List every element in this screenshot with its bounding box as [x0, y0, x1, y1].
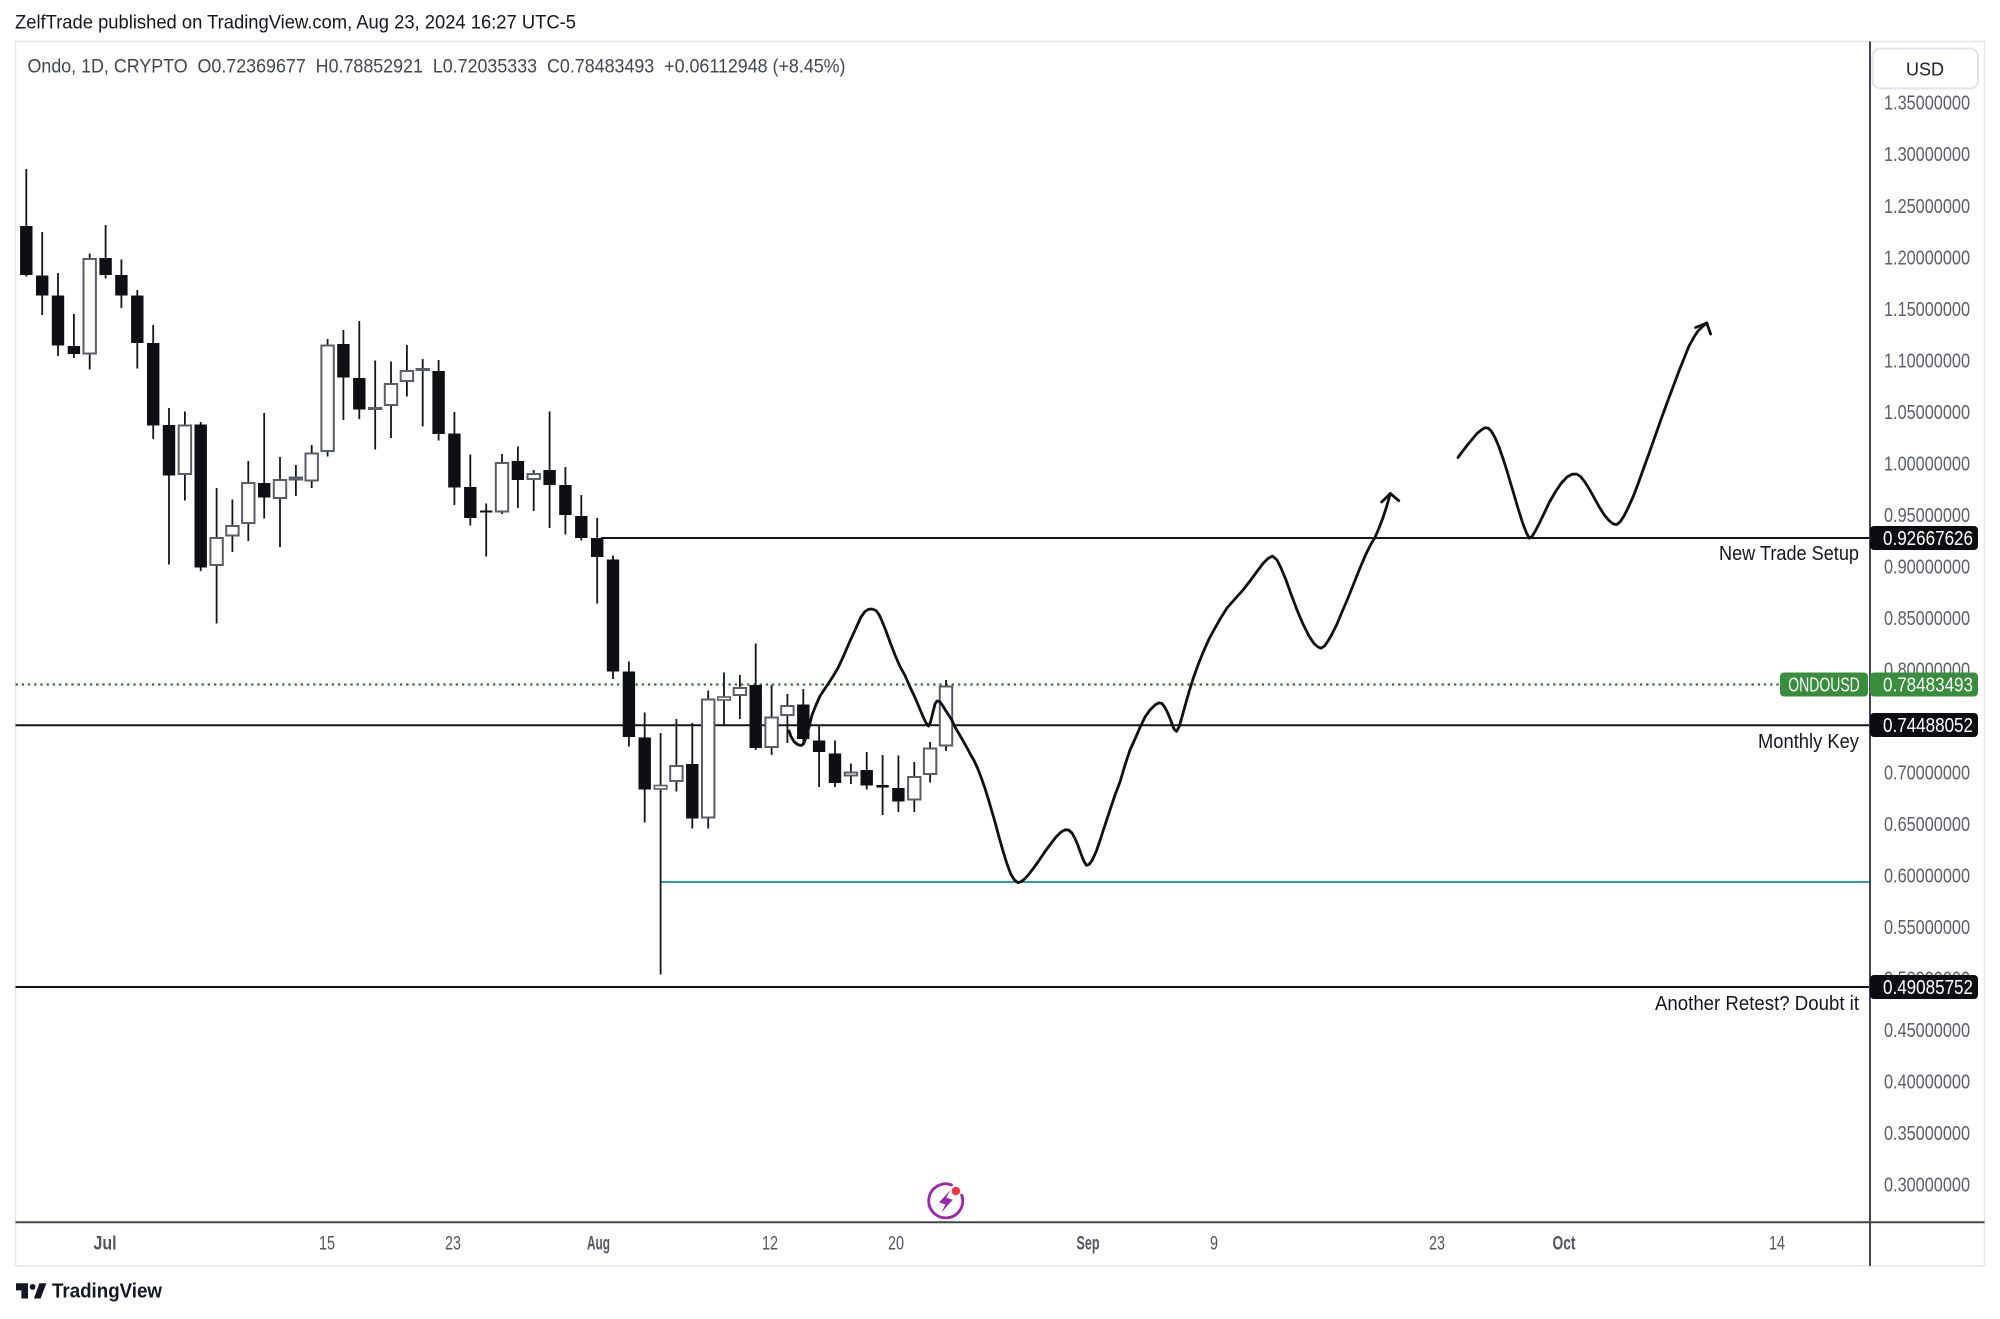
svg-text:0.74488052: 0.74488052: [1883, 715, 1973, 737]
svg-text:1.20000000: 1.20000000: [1884, 246, 1970, 269]
svg-text:1.35000000: 1.35000000: [1884, 92, 1970, 115]
svg-text:New Trade Setup: New Trade Setup: [1719, 543, 1859, 565]
svg-text:20: 20: [888, 1233, 904, 1255]
svg-text:0.85000000: 0.85000000: [1884, 607, 1970, 630]
svg-text:Jul: Jul: [94, 1233, 117, 1255]
svg-text:1.10000000: 1.10000000: [1884, 349, 1970, 372]
svg-text:Aug: Aug: [587, 1233, 610, 1255]
svg-text:0.92667626: 0.92667626: [1883, 528, 1973, 550]
svg-text:9: 9: [1210, 1233, 1218, 1255]
svg-text:USD: USD: [1906, 60, 1944, 80]
svg-text:Ondo, 1D, CRYPTO O0.72369677: Ondo, 1D, CRYPTO O0.72369677 H0.78852921…: [28, 56, 846, 78]
svg-text:Oct: Oct: [1553, 1233, 1576, 1255]
svg-text:0.35000000: 0.35000000: [1884, 1122, 1970, 1145]
svg-text:0.49085752: 0.49085752: [1883, 977, 1973, 999]
svg-text:23: 23: [1429, 1233, 1445, 1255]
svg-text:TradingView: TradingView: [52, 1281, 162, 1303]
svg-text:0.30000000: 0.30000000: [1884, 1174, 1970, 1197]
svg-text:15: 15: [319, 1233, 335, 1255]
svg-text:0.65000000: 0.65000000: [1884, 813, 1970, 836]
svg-text:Monthly Key: Monthly Key: [1758, 731, 1859, 753]
svg-text:23: 23: [445, 1233, 461, 1255]
svg-text:1.00000000: 1.00000000: [1884, 452, 1970, 475]
svg-text:0.90000000: 0.90000000: [1884, 555, 1970, 578]
svg-text:0.55000000: 0.55000000: [1884, 916, 1970, 939]
svg-text:ONDOUSD: ONDOUSD: [1788, 675, 1860, 697]
svg-text:0.40000000: 0.40000000: [1884, 1071, 1970, 1094]
svg-text:ZelfTrade published on Trading: ZelfTrade published on TradingView.com, …: [15, 12, 576, 34]
svg-text:1.30000000: 1.30000000: [1884, 143, 1970, 166]
svg-text:Another Retest? Doubt it: Another Retest? Doubt it: [1655, 993, 1859, 1015]
svg-text:0.45000000: 0.45000000: [1884, 1019, 1970, 1042]
svg-text:0.60000000: 0.60000000: [1884, 865, 1970, 888]
svg-text:12: 12: [762, 1233, 778, 1255]
svg-text:0.70000000: 0.70000000: [1884, 762, 1970, 785]
svg-text:0.78483493: 0.78483493: [1883, 675, 1973, 697]
svg-text:1.15000000: 1.15000000: [1884, 298, 1970, 321]
svg-text:14: 14: [1769, 1233, 1785, 1255]
svg-text:0.95000000: 0.95000000: [1884, 504, 1970, 527]
svg-text:1.25000000: 1.25000000: [1884, 195, 1970, 218]
svg-text:1.05000000: 1.05000000: [1884, 401, 1970, 424]
svg-text:Sep: Sep: [1077, 1233, 1100, 1255]
